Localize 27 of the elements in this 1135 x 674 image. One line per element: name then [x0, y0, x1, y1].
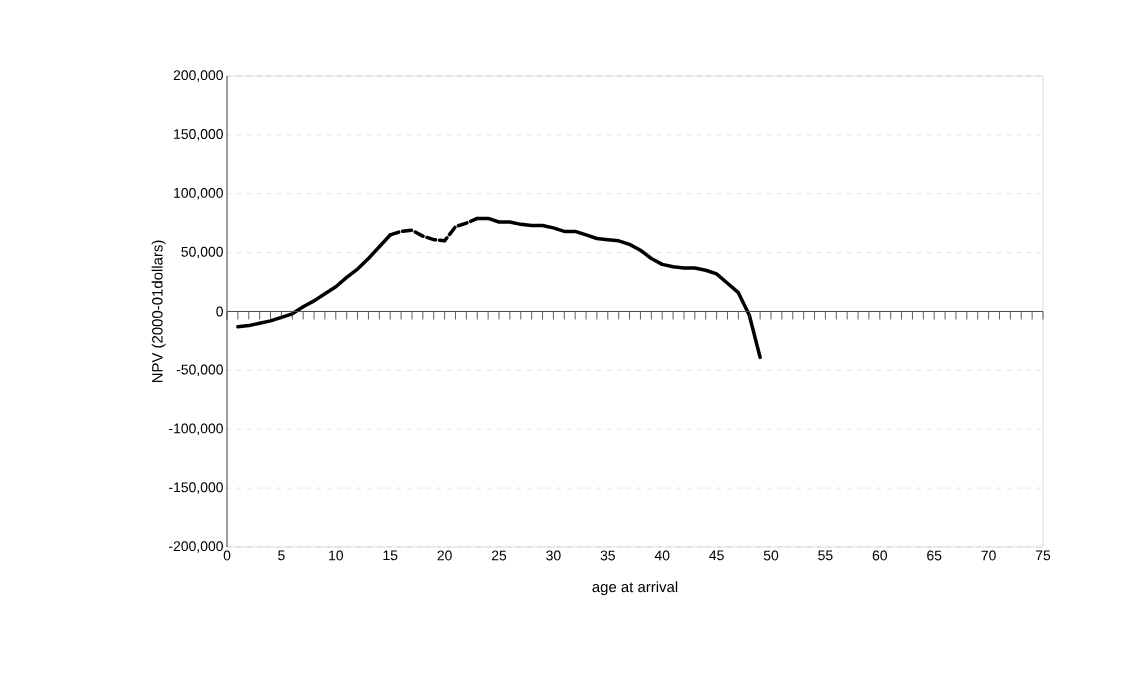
- x-tick-label: 45: [709, 550, 724, 561]
- x-tick-label: 40: [654, 550, 670, 561]
- x-tick-label: 5: [278, 550, 285, 561]
- y-tick-label: 150,000: [174, 129, 223, 141]
- x-tick-label: 15: [383, 550, 398, 561]
- x-tick-label: 60: [872, 550, 888, 561]
- x-tick-label: 55: [818, 550, 833, 561]
- y-tick-label: -50,000: [176, 364, 223, 377]
- x-tick-label: 35: [600, 550, 615, 561]
- y-axis-title: NPV (2000-01dollars): [151, 240, 166, 383]
- x-tick-label: 25: [491, 550, 507, 561]
- x-tick-label: 30: [546, 550, 561, 561]
- x-axis-title: age at arrival: [592, 581, 678, 596]
- y-tick-label: -150,000: [169, 482, 223, 494]
- x-tick-label: 10: [329, 550, 344, 561]
- y-tick-label: 200,000: [173, 70, 223, 82]
- y-tick-label: -100,000: [169, 423, 223, 435]
- x-tick-label: 70: [981, 550, 996, 561]
- x-tick-label: 0: [223, 550, 231, 561]
- x-tick-label: 50: [763, 550, 779, 561]
- y-tick-label: 50,000: [181, 246, 223, 259]
- x-tick-label: 75: [1035, 550, 1051, 561]
- y-tick-label: 100,000: [174, 187, 223, 200]
- y-tick-label: 0: [216, 306, 223, 317]
- x-tick-label: 65: [927, 550, 942, 561]
- x-tick-label: 20: [437, 550, 452, 561]
- y-tick-label: -200,000: [169, 541, 223, 553]
